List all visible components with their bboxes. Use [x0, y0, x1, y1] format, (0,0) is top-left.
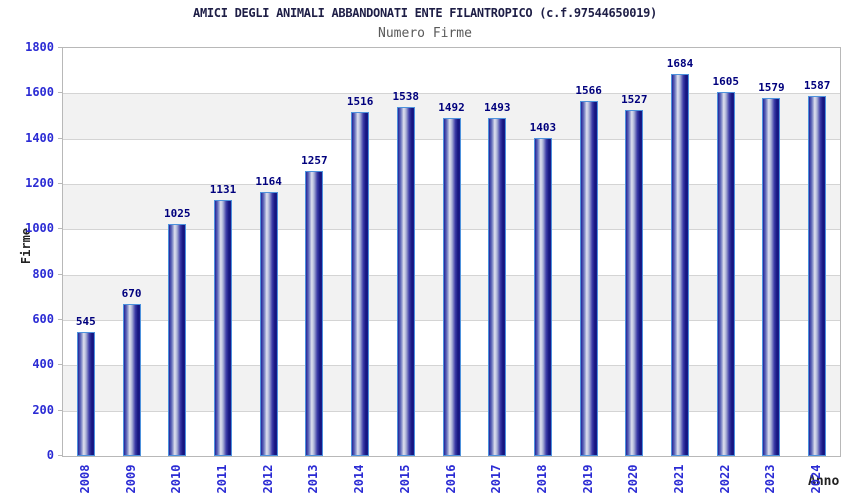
y-tick-label: 600	[32, 312, 54, 326]
bar	[579, 101, 598, 456]
y-tick-label: 200	[32, 402, 54, 417]
y-tick-label: 1600	[25, 85, 54, 100]
bar-value-label: 1131	[209, 182, 237, 196]
x-tick-label: 2020	[626, 464, 641, 494]
bar	[168, 223, 187, 456]
y-tick-mark	[58, 409, 62, 411]
bar-value-label: 1025	[164, 206, 191, 220]
bar-value-label: 1566	[575, 84, 602, 98]
bar	[716, 92, 735, 456]
y-tick-mark	[58, 47, 62, 48]
y-tick-label: 1800	[25, 40, 54, 54]
bar-value-label: 1605	[712, 75, 739, 89]
bar-value-label: 1164	[255, 175, 282, 189]
bar-value-label: 1587	[803, 79, 831, 93]
x-tick-label: 2012	[260, 464, 275, 494]
bar	[305, 171, 324, 456]
y-tick-mark	[58, 319, 62, 320]
x-tick-label: 2010	[169, 464, 184, 494]
bar-value-label: 1403	[529, 120, 557, 134]
y-tick-mark	[58, 364, 62, 366]
bar-value-label: 545	[75, 315, 96, 329]
bar	[488, 117, 507, 456]
x-tick-label: 2018	[534, 464, 549, 494]
x-tick-label: 2019	[580, 464, 595, 494]
bar-value-label: 1493	[483, 100, 511, 114]
bar	[533, 138, 552, 456]
x-tick-label: 2022	[717, 464, 732, 494]
x-tick-label: 2013	[306, 464, 321, 494]
y-tick-label: 800	[32, 266, 54, 281]
bar-value-label: 1492	[438, 100, 465, 114]
bar	[442, 117, 461, 456]
x-axis-title: Anno	[808, 474, 840, 489]
bar	[259, 192, 278, 456]
bar	[762, 98, 781, 456]
y-tick-mark	[58, 183, 62, 184]
x-tick-label: 2023	[763, 464, 778, 494]
plot-area: 545 670 1025 1131 1164 1257 1516 1538 1492 1493 14…	[62, 47, 841, 457]
x-tick-label: 2016	[443, 464, 458, 494]
chart-title: AMICI DEGLI ANIMALI ABBANDONATI ENTE FIL…	[193, 6, 657, 20]
y-tick-label: 400	[32, 357, 54, 372]
y-tick-label: 1400	[25, 130, 54, 145]
bar	[76, 332, 95, 456]
x-tick-label: 2021	[672, 464, 687, 494]
bar	[808, 96, 827, 456]
y-tick-label: 0	[46, 448, 54, 462]
bar	[625, 109, 644, 456]
x-tick-label: 2015	[397, 464, 412, 494]
x-tick-label: 2009	[123, 464, 138, 494]
y-tick-label: 1000	[25, 221, 54, 236]
bar-value-label: 670	[121, 287, 142, 301]
gridline	[63, 93, 840, 95]
bar-value-label: 1527	[621, 92, 648, 106]
y-tick-mark	[58, 137, 62, 139]
bar	[396, 107, 415, 456]
x-tick-label: 2011	[214, 464, 229, 494]
y-tick-mark	[58, 455, 62, 456]
y-tick-mark	[58, 228, 62, 230]
bar	[351, 112, 370, 456]
bar-value-label: 1538	[392, 90, 420, 104]
y-tick-mark	[58, 92, 62, 94]
bar	[213, 199, 232, 456]
x-tick-label: 2014	[352, 464, 367, 494]
bar	[122, 304, 141, 456]
x-tick-label: 2024	[809, 464, 824, 494]
bar-value-label: 1516	[346, 95, 374, 109]
bar	[671, 74, 690, 456]
chart-subtitle: Numero Firme	[378, 26, 472, 41]
bar-value-label: 1579	[758, 81, 785, 95]
y-tick-label: 1200	[25, 176, 54, 190]
x-tick-label: 2017	[489, 464, 504, 494]
bar-value-label: 1257	[301, 154, 328, 168]
y-tick-mark	[58, 273, 62, 275]
x-tick-label: 2008	[77, 464, 92, 494]
bar-value-label: 1684	[666, 57, 694, 71]
